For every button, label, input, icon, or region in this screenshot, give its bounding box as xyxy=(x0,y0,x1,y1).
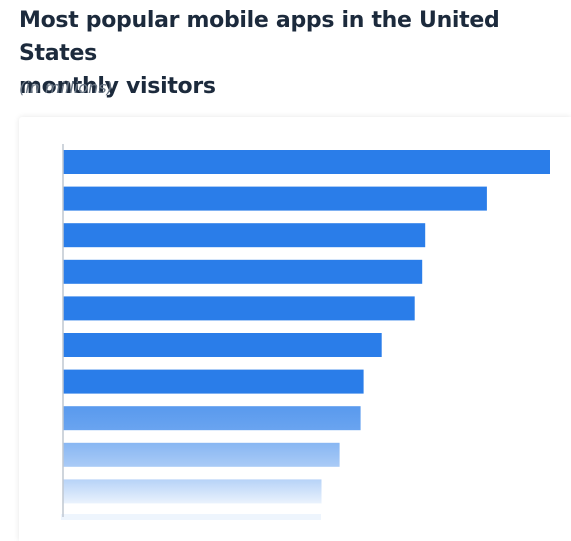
bar-2 xyxy=(63,186,487,211)
bars-group xyxy=(61,150,550,520)
chart-title-line1: Most popular mobile apps in the United S… xyxy=(19,8,500,66)
bar-3 xyxy=(63,223,426,248)
bar-9 xyxy=(63,442,340,467)
bar-1 xyxy=(63,150,550,174)
bar-7 xyxy=(63,369,364,394)
bar-5 xyxy=(63,296,415,321)
bar-6 xyxy=(63,333,382,357)
chart-subtitle: (in millions) xyxy=(19,78,113,97)
bar-chart xyxy=(61,144,550,520)
bar-8 xyxy=(63,406,361,431)
bar-10 xyxy=(63,479,322,504)
chart-title-line2: monthly visitors xyxy=(19,74,216,99)
chart-title: Most popular mobile apps in the United S… xyxy=(19,4,569,103)
faded-bar-remnant xyxy=(61,514,321,520)
bar-4 xyxy=(63,259,423,284)
chart-card xyxy=(19,117,571,541)
